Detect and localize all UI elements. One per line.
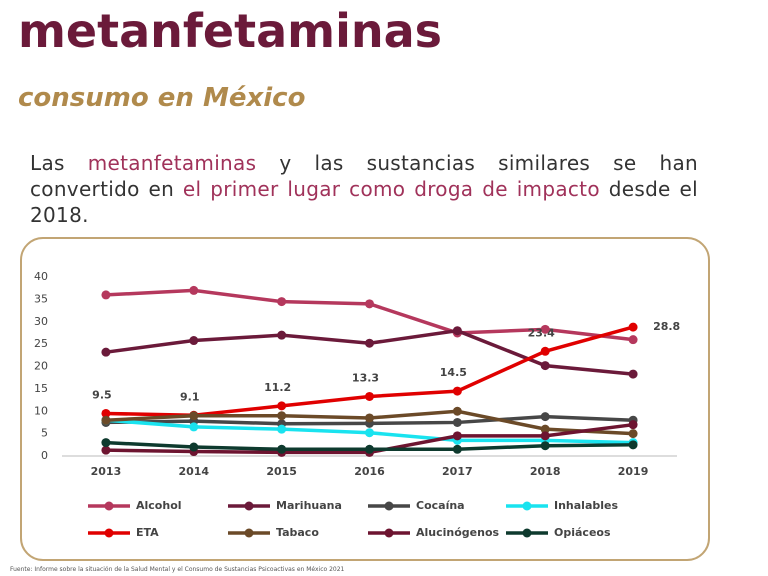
legend-label: Alucinógenos <box>416 526 500 539</box>
data-point <box>540 441 550 451</box>
legend-label: ETA <box>136 526 159 539</box>
data-point <box>277 444 287 454</box>
data-point <box>101 415 111 425</box>
y-tick-label: 20 <box>34 360 48 373</box>
legend-marker <box>384 528 394 538</box>
legend-marker <box>384 501 394 511</box>
data-label: 28.8 <box>653 320 680 333</box>
subtitle: consumo en México <box>18 83 306 113</box>
data-point <box>540 361 550 371</box>
data-point <box>189 336 199 346</box>
data-point <box>365 299 374 309</box>
data-point <box>365 444 374 454</box>
data-label: 13.3 <box>352 371 379 384</box>
y-tick-label: 25 <box>34 337 48 350</box>
paragraph-segment: metanfetaminas <box>87 151 257 175</box>
data-point <box>365 391 374 401</box>
x-tick-label: 2018 <box>530 465 561 478</box>
legend-marker <box>104 528 114 538</box>
data-label: 14.5 <box>440 366 467 379</box>
legend-marker <box>244 528 254 538</box>
data-point <box>628 335 638 345</box>
data-label: 9.1 <box>180 390 200 403</box>
data-point <box>189 285 199 295</box>
data-point <box>452 386 462 396</box>
paragraph-segment: y las sustancias similares se han conver… <box>30 151 698 201</box>
data-point <box>540 346 550 356</box>
y-tick-label: 0 <box>41 449 48 462</box>
data-point <box>365 338 374 348</box>
legend-label: Cocaína <box>416 499 465 512</box>
y-tick-label: 5 <box>41 427 48 440</box>
data-label: 11.2 <box>264 381 291 394</box>
x-tick-label: 2014 <box>178 465 209 478</box>
data-point <box>628 369 638 379</box>
data-point <box>101 438 111 448</box>
paragraph-segment: Las <box>30 151 88 175</box>
data-point <box>540 412 550 422</box>
legend-label: Marihuana <box>276 499 342 512</box>
paragraph: Las metanfetaminas y las sustancias simi… <box>30 150 698 228</box>
legend-label: Alcohol <box>136 499 182 512</box>
x-tick-label: 2019 <box>618 465 649 478</box>
data-point <box>628 440 638 450</box>
legend-label: Opiáceos <box>554 526 611 539</box>
data-point <box>277 330 287 340</box>
data-point <box>189 411 199 421</box>
paragraph-segment: el primer lugar como droga de impacto <box>182 177 600 201</box>
data-point <box>277 424 287 434</box>
data-point <box>452 406 462 416</box>
data-point <box>540 431 550 441</box>
data-point <box>452 444 462 454</box>
x-tick-label: 2013 <box>91 465 122 478</box>
y-tick-label: 10 <box>34 404 48 417</box>
data-point <box>277 401 287 411</box>
legend-marker <box>104 501 114 511</box>
chart-frame <box>20 237 710 561</box>
y-tick-label: 35 <box>34 292 48 305</box>
y-tick-label: 15 <box>34 382 48 395</box>
data-point <box>101 445 111 455</box>
x-tick-label: 2015 <box>266 465 297 478</box>
data-point <box>189 442 199 452</box>
footer: Fuente: Informe sobre la situación de la… <box>10 566 345 573</box>
data-point <box>277 411 287 421</box>
data-point <box>452 417 462 427</box>
data-point <box>540 424 550 434</box>
legend-marker <box>522 501 532 511</box>
data-point <box>365 428 374 438</box>
legend-label: Inhalables <box>554 499 618 512</box>
data-point <box>452 326 462 336</box>
legend-marker <box>244 501 254 511</box>
legend-label: Tabaco <box>276 526 319 539</box>
paragraph-segment: desde el 2018. <box>30 177 698 227</box>
x-tick-label: 2017 <box>442 465 473 478</box>
data-point <box>540 324 550 334</box>
data-point <box>277 297 287 307</box>
data-point <box>628 322 638 332</box>
data-point <box>452 431 462 441</box>
y-tick-label: 30 <box>34 315 48 328</box>
data-label: 9.5 <box>92 388 112 401</box>
legend-marker <box>522 528 532 538</box>
data-point <box>189 422 199 432</box>
data-point <box>365 413 374 423</box>
title: metanfetaminas <box>18 4 443 58</box>
data-point <box>101 347 111 357</box>
data-point <box>628 429 638 439</box>
data-point <box>628 420 638 430</box>
data-label: 23.4 <box>528 326 555 339</box>
data-point <box>101 290 111 300</box>
x-tick-label: 2016 <box>354 465 385 478</box>
data-point <box>101 408 111 418</box>
y-tick-label: 40 <box>34 270 48 283</box>
